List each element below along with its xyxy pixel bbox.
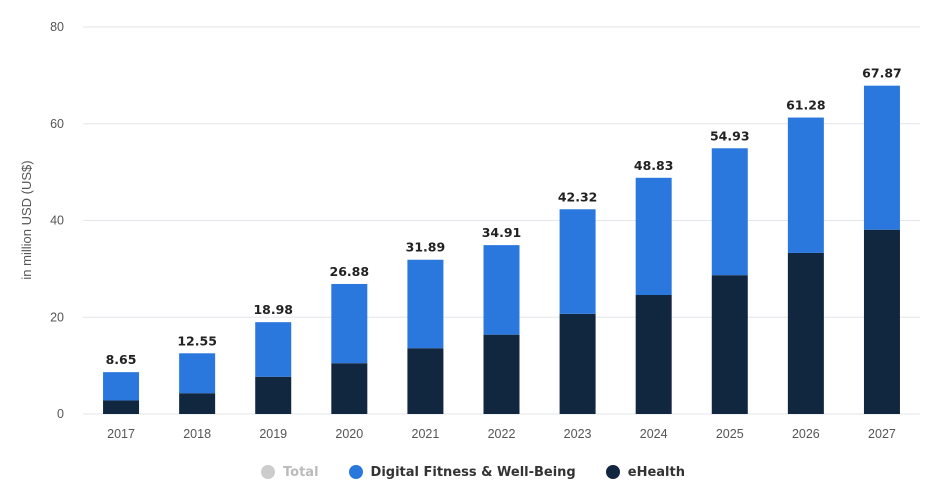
bar-ehealth-2017[interactable] — [103, 400, 140, 414]
x-tick-2026: 2026 — [792, 427, 820, 441]
legend-dot-total — [261, 465, 276, 479]
bar-ehealth-2022[interactable] — [483, 334, 520, 414]
legend-dot-ehealth — [605, 465, 620, 479]
legend-dot-digital-fitness — [348, 465, 363, 479]
bar-ehealth-2026[interactable] — [787, 252, 824, 414]
total-label-2027: 67.87 — [862, 66, 902, 81]
x-axis-ticks: 2017 2018 2019 2020 2021 2022 2023 2024 2025 2026… — [107, 427, 896, 441]
legend-label-digital-fitness: Digital Fitness & Well-Being — [370, 464, 576, 480]
bar-digital-fitness-well-being-2027[interactable] — [863, 85, 900, 230]
legend: Total Digital Fitness & Well-Being eHeal… — [0, 460, 946, 484]
bar-digital-fitness-well-being-2020[interactable] — [331, 283, 368, 364]
x-tick-2023: 2023 — [564, 427, 592, 441]
total-label-2024: 48.83 — [634, 158, 674, 173]
total-label-2019: 18.98 — [253, 302, 293, 317]
bar-ehealth-2021[interactable] — [407, 348, 444, 414]
y-tick-0: 0 — [57, 407, 64, 421]
bar-ehealth-2024[interactable] — [635, 294, 672, 414]
bar-digital-fitness-well-being-2017[interactable] — [103, 372, 140, 401]
bar-ehealth-2027[interactable] — [863, 229, 900, 414]
bar-digital-fitness-well-being-2025[interactable] — [711, 148, 748, 276]
y-tick-40: 40 — [50, 214, 64, 228]
y-axis-label: in million USD (US$) — [19, 160, 34, 279]
total-label-2025: 54.93 — [710, 128, 750, 143]
gridlines — [83, 26, 920, 415]
bar-digital-fitness-well-being-2021[interactable] — [407, 259, 444, 349]
legend-item-ehealth[interactable]: eHealth — [605, 464, 685, 480]
x-tick-2018: 2018 — [183, 427, 211, 441]
x-tick-2020: 2020 — [335, 427, 363, 441]
bar-digital-fitness-well-being-2019[interactable] — [255, 322, 292, 377]
x-tick-2021: 2021 — [412, 427, 440, 441]
bar-digital-fitness-well-being-2023[interactable] — [559, 209, 596, 314]
bar-ehealth-2025[interactable] — [711, 275, 748, 414]
total-label-2020: 26.88 — [330, 264, 370, 279]
bar-ehealth-2019[interactable] — [255, 376, 292, 414]
bar-digital-fitness-well-being-2018[interactable] — [179, 353, 216, 394]
legend-item-total[interactable]: Total — [261, 465, 319, 480]
bar-digital-fitness-well-being-2022[interactable] — [483, 245, 520, 335]
y-tick-60: 60 — [50, 117, 64, 131]
bars — [103, 85, 900, 414]
bar-digital-fitness-well-being-2024[interactable] — [635, 177, 672, 295]
total-labels: 8.65 12.55 18.98 26.88 31.89 34.91 42.32 48.83 5… — [106, 66, 902, 367]
legend-item-digital-fitness[interactable]: Digital Fitness & Well-Being — [348, 464, 576, 480]
y-tick-20: 20 — [50, 310, 64, 324]
total-label-2018: 12.55 — [177, 333, 217, 348]
total-label-2017: 8.65 — [106, 352, 137, 367]
total-label-2022: 34.91 — [482, 225, 522, 240]
x-tick-2027: 2027 — [868, 427, 896, 441]
y-axis-ticks: 0 20 40 60 80 — [50, 20, 64, 421]
x-tick-2017: 2017 — [107, 427, 135, 441]
y-tick-80: 80 — [50, 20, 64, 34]
bar-ehealth-2020[interactable] — [331, 363, 368, 414]
total-label-2021: 31.89 — [406, 240, 446, 255]
bar-digital-fitness-well-being-2026[interactable] — [787, 117, 824, 253]
bar-ehealth-2023[interactable] — [559, 313, 596, 414]
total-label-2026: 61.28 — [786, 98, 826, 113]
legend-label-ehealth: eHealth — [627, 464, 685, 480]
x-tick-2025: 2025 — [716, 427, 744, 441]
bar-ehealth-2018[interactable] — [179, 393, 216, 414]
x-tick-2019: 2019 — [259, 427, 287, 441]
x-tick-2024: 2024 — [640, 427, 668, 441]
total-label-2023: 42.32 — [558, 189, 598, 204]
x-tick-2022: 2022 — [488, 427, 516, 441]
legend-label-total: Total — [283, 464, 319, 480]
